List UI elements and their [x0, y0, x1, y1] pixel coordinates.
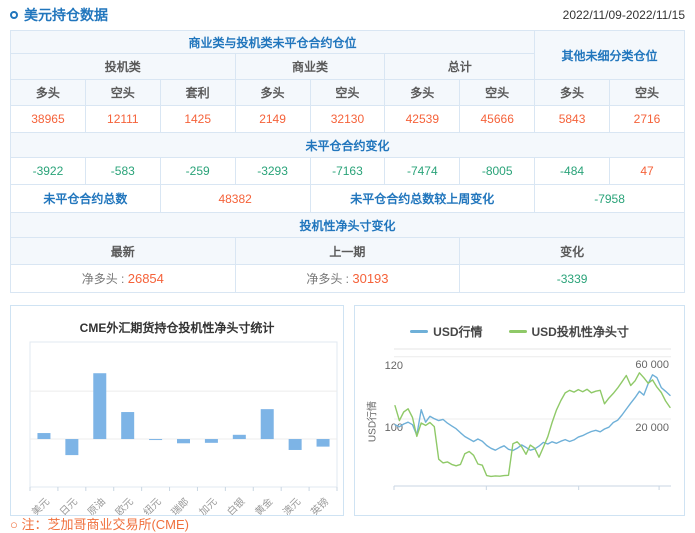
- svg-text:欧元: 欧元: [113, 496, 136, 515]
- bar-chart-title: CME外汇期货持仓投机性净头寸统计: [79, 321, 275, 335]
- legend-item-usd-price[interactable]: USD行情: [410, 323, 483, 340]
- position-value: 38965: [10, 105, 86, 133]
- line-chart-legend: USD行情 USD投机性净头寸: [355, 323, 684, 340]
- total-value: 48382: [159, 184, 311, 213]
- bar-chart-panel: 美元 日元 原油 欧元 纽元 瑞郎 加元 白银 黄金 澳元 英镑 CME外汇期货持仓投机性净头寸统计: [10, 305, 344, 516]
- legend-dash-icon: [508, 330, 527, 333]
- change-value: -484: [534, 157, 610, 185]
- group-header-cell: 商业类与投机类未平仓合约仓位: [9, 30, 536, 54]
- line-chart-panel: 120 100 60 000 20 000 USD行情 USD投机性净头寸 USD行情: [354, 305, 685, 516]
- position-value: 2716: [609, 105, 685, 133]
- total-label: 未平仓合约总数: [10, 184, 161, 213]
- line-chart: 120 100 60 000 20 000: [385, 348, 671, 490]
- svg-text:日元: 日元: [58, 496, 80, 515]
- change-value: -8005: [459, 157, 536, 185]
- col-header: 套利: [159, 79, 236, 106]
- change-section-header: 未平仓合约变化: [10, 132, 685, 158]
- svg-text:黄金: 黄金: [252, 495, 275, 515]
- legend-label: USD行情: [433, 325, 483, 339]
- line-chart-y-axis-title: USD行情: [367, 400, 379, 443]
- change-value: -3922: [10, 157, 86, 185]
- svg-text:英镑: 英镑: [308, 495, 331, 515]
- col-header: 空头: [84, 79, 161, 106]
- circle-bullet-icon: [10, 10, 18, 19]
- change-value: -7474: [384, 157, 461, 185]
- subgroup-commercial: 商业类: [234, 53, 386, 80]
- total-change-label: 未平仓合约总数较上周变化: [309, 184, 536, 213]
- position-value: 2149: [234, 105, 311, 133]
- net-col-change: 变化: [459, 237, 685, 265]
- change-value: -7163: [309, 157, 386, 185]
- legend-label: USD投机性净头寸: [531, 325, 629, 339]
- svg-text:白银: 白银: [224, 495, 247, 515]
- bar-chart: 美元 日元 原油 欧元 纽元 瑞郎 加元 白银 黄金 澳元 英镑: [29, 341, 338, 515]
- position-value: 32130: [309, 105, 386, 133]
- col-header: 空头: [609, 79, 685, 106]
- net-prev-label: 净多头 :: [306, 272, 350, 286]
- position-value: 1425: [159, 105, 236, 133]
- position-value: 42539: [384, 105, 461, 133]
- net-latest-cell: 净多头 : 26854: [10, 264, 236, 293]
- col-header: 多头: [534, 79, 610, 106]
- svg-text:原油: 原油: [85, 495, 108, 515]
- net-col-latest: 最新: [10, 237, 236, 265]
- svg-text:20 000: 20 000: [635, 422, 669, 434]
- net-col-previous: 上一期: [234, 237, 461, 265]
- svg-text:美元: 美元: [29, 495, 52, 515]
- svg-text:120: 120: [385, 360, 403, 372]
- col-header: 多头: [234, 79, 311, 106]
- date-range: 2022/11/09-2022/11/15: [562, 7, 685, 22]
- svg-text:纽元: 纽元: [140, 495, 163, 515]
- net-latest-value: 26854: [127, 271, 164, 286]
- legend-item-usd-net-position[interactable]: USD投机性净头寸: [508, 323, 629, 340]
- other-header-cell: 其他未细分类仓位: [534, 30, 685, 80]
- change-value: -583: [84, 157, 161, 185]
- page-header: 美元持仓数据 2022/11/09-2022/11/15: [0, 0, 695, 24]
- charts-row: 美元 日元 原油 欧元 纽元 瑞郎 加元 白银 黄金 澳元 英镑 CME外汇期货持仓投机性净头寸统计…: [10, 305, 685, 516]
- page-title: 美元持仓数据: [24, 6, 108, 23]
- svg-text:60 000: 60 000: [635, 359, 669, 371]
- change-value: 47: [609, 157, 685, 185]
- positions-table: 商业类与投机类未平仓合约仓位 其他未细分类仓位 投机类 商业类 总计 多头 空头…: [9, 30, 685, 293]
- subgroup-speculative: 投机类: [10, 53, 236, 80]
- change-value: -259: [159, 157, 236, 185]
- svg-text:加元: 加元: [197, 496, 220, 515]
- page-title-wrap: 美元持仓数据: [10, 5, 108, 25]
- net-prev-value: 30193: [352, 271, 389, 286]
- col-header: 空头: [459, 79, 536, 106]
- legend-dash-icon: [410, 330, 429, 333]
- position-value: 12111: [84, 105, 161, 133]
- net-latest-label: 净多头 :: [81, 272, 125, 286]
- change-value: -3293: [234, 157, 311, 185]
- col-header: 空头: [309, 79, 386, 106]
- position-value: 5843: [534, 105, 610, 133]
- footnote: ○ 注：芝加哥商业交易所(CME): [10, 517, 190, 532]
- svg-text:瑞郎: 瑞郎: [168, 495, 191, 515]
- net-change-value: -3339: [459, 264, 685, 293]
- total-change-value: -7958: [534, 184, 685, 213]
- net-prev-cell: 净多头 : 30193: [234, 264, 461, 293]
- col-header: 多头: [10, 79, 86, 106]
- subgroup-total: 总计: [384, 53, 536, 80]
- col-header: 多头: [384, 79, 461, 106]
- net-section-header: 投机性净头寸变化: [10, 212, 685, 238]
- position-value: 45666: [459, 105, 536, 133]
- svg-text:100: 100: [385, 422, 403, 434]
- svg-text:澳元: 澳元: [280, 495, 303, 515]
